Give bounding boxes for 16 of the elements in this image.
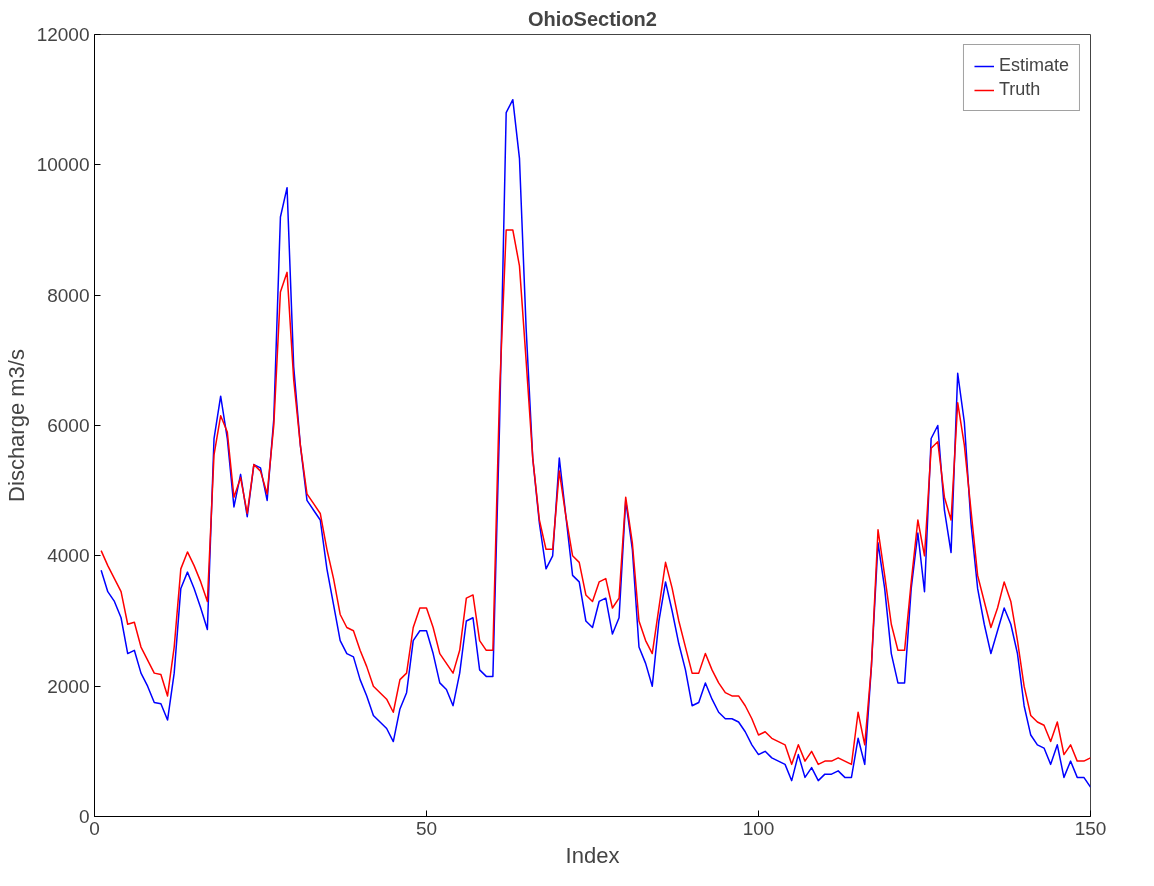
- legend-label: Truth: [998, 79, 1041, 100]
- y-tick-label: 8000: [47, 284, 90, 306]
- line-series: [100, 229, 1091, 766]
- x-tick-label: 150: [1074, 817, 1107, 839]
- y-tick-label: 4000: [47, 545, 90, 567]
- y-tick-label: 2000: [47, 675, 90, 697]
- y-axis-title: Discharge m3/s: [3, 349, 29, 502]
- x-axis-title: Index: [565, 842, 620, 868]
- x-tick-label: 50: [415, 817, 438, 839]
- legend-label: Estimate: [998, 55, 1069, 76]
- x-tick-label: 100: [742, 817, 775, 839]
- y-tick-label: 10000: [36, 154, 90, 176]
- y-tick-label: 12000: [36, 24, 90, 45]
- line-series: [100, 98, 1091, 788]
- chart-title: OhioSection2: [528, 7, 657, 30]
- y-tick-label: 6000: [47, 415, 90, 436]
